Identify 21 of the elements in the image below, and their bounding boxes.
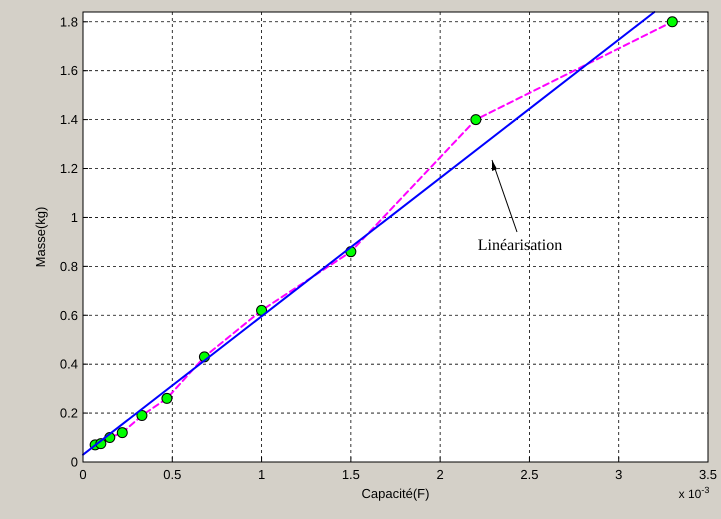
y-tick-label: 0.8 <box>60 258 78 274</box>
y-tick-label: 1.8 <box>60 14 78 30</box>
x-tick-label: 2.5 <box>520 467 538 482</box>
x-tick-label: 1.5 <box>342 467 360 482</box>
x-tick-label: 0.5 <box>163 467 182 482</box>
y-tick-label: 0.6 <box>60 308 78 323</box>
y-tick-label: 0.4 <box>60 356 78 372</box>
x-tick-label: 3 <box>615 467 622 482</box>
y-tick-label: 1.6 <box>60 63 78 78</box>
x-tick-label: 3.5 <box>698 467 718 482</box>
text: x 10$^{-3}$ <box>678 485 710 501</box>
x-axis-title: Capacité(F) <box>362 486 430 501</box>
y-axis-title: Masse(kg) <box>33 206 48 268</box>
y-tick-label: 1 <box>70 210 78 225</box>
y-tick-label: 0 <box>70 454 78 470</box>
x-tick-label: 1 <box>258 467 266 482</box>
y-tick-label: 1.2 <box>60 161 78 176</box>
x-tick-label: 2 <box>436 467 444 482</box>
y-tick-label: 1.4 <box>60 112 78 128</box>
annotation: Linéarisation <box>478 237 562 254</box>
y-tick-label: 0.2 <box>60 406 78 421</box>
